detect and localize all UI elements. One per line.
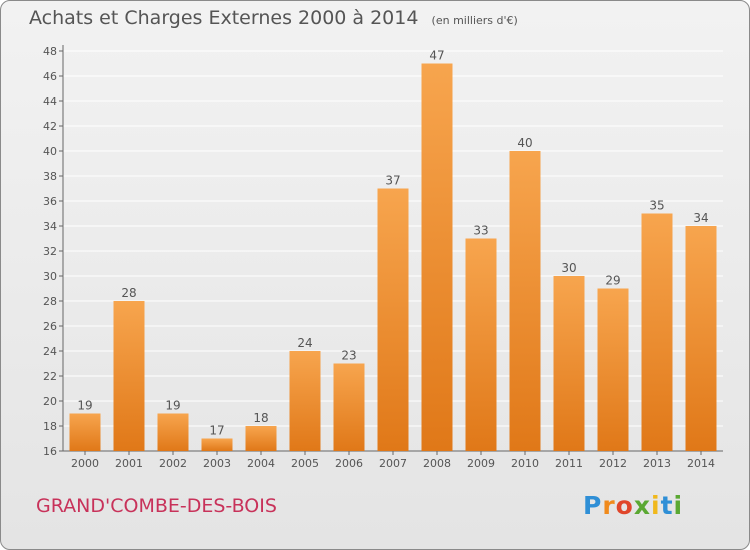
bar-2013 <box>641 213 673 451</box>
bar-2003 <box>201 438 233 451</box>
value-label: 30 <box>561 261 576 275</box>
bar-2002 <box>157 413 189 451</box>
brand-letter: t <box>660 491 674 520</box>
brand-logo: Proxiti <box>583 491 683 520</box>
y-tick-label: 24 <box>43 345 57 358</box>
bar-2005 <box>289 351 321 451</box>
x-tick-label: 2010 <box>511 457 539 470</box>
x-tick-label: 2013 <box>643 457 671 470</box>
bar-2008 <box>421 63 453 451</box>
value-label: 47 <box>429 49 444 63</box>
bar-2010 <box>509 151 541 451</box>
y-tick-label: 34 <box>43 220 57 233</box>
bar-2001 <box>113 301 145 451</box>
y-tick-label: 42 <box>43 120 57 133</box>
bar-2009 <box>465 238 497 451</box>
value-label: 40 <box>517 136 532 150</box>
brand-letter: o <box>615 491 634 520</box>
bar-2007 <box>377 188 409 451</box>
brand-letter: x <box>633 491 651 520</box>
chart-title-text: Achats et Charges Externes 2000 à 2014 <box>29 7 419 29</box>
y-tick-label: 16 <box>43 445 57 458</box>
y-tick-label: 44 <box>43 95 57 108</box>
brand-letter: i <box>673 491 684 520</box>
y-tick-label: 32 <box>43 245 57 258</box>
x-tick-label: 2003 <box>203 457 231 470</box>
value-label: 17 <box>209 424 224 438</box>
value-label: 23 <box>341 349 356 363</box>
x-tick-label: 2004 <box>247 457 275 470</box>
labels: 16 18 20 22 24 26 28 30 32 34 36 38 40 42 44 46 48 19 2000… <box>43 45 715 470</box>
value-label: 28 <box>121 286 136 300</box>
bar-2011 <box>553 276 585 451</box>
value-label: 19 <box>77 399 92 413</box>
chart-subtitle: (en milliers d'€) <box>431 14 518 27</box>
value-label: 33 <box>473 224 488 238</box>
x-tick-label: 2012 <box>599 457 627 470</box>
value-label: 19 <box>165 399 180 413</box>
x-tick-label: 2009 <box>467 457 495 470</box>
bar-2006 <box>333 363 365 451</box>
x-tick-label: 2005 <box>291 457 319 470</box>
x-tick-label: 2007 <box>379 457 407 470</box>
y-tick-label: 30 <box>43 270 57 283</box>
y-tick-label: 38 <box>43 170 57 183</box>
x-tick-label: 2014 <box>687 457 715 470</box>
x-tick-label: 2002 <box>159 457 187 470</box>
bars <box>69 63 717 451</box>
x-tick-label: 2008 <box>423 457 451 470</box>
y-tick-label: 36 <box>43 195 57 208</box>
y-tick-label: 48 <box>43 45 57 58</box>
y-tick-label: 20 <box>43 395 57 408</box>
x-tick-label: 2001 <box>115 457 143 470</box>
value-label: 18 <box>253 411 268 425</box>
value-label: 34 <box>693 211 708 225</box>
value-label: 29 <box>605 274 620 288</box>
value-label: 24 <box>297 336 312 350</box>
y-tick-label: 22 <box>43 370 57 383</box>
y-tick-label: 40 <box>43 145 57 158</box>
x-tick-label: 2000 <box>71 457 99 470</box>
value-label: 37 <box>385 174 400 188</box>
chart-title: Achats et Charges Externes 2000 à 2014 (… <box>29 7 518 29</box>
value-label: 35 <box>649 199 664 213</box>
y-tick-label: 46 <box>43 70 57 83</box>
bar-2014 <box>685 226 717 451</box>
municipality-name: GRAND'COMBE-DES-BOIS <box>36 495 277 517</box>
x-tick-label: 2006 <box>335 457 363 470</box>
bar-2004 <box>245 426 277 451</box>
bar-2000 <box>69 413 101 451</box>
brand-letter: r <box>602 491 616 520</box>
brand-letter: i <box>651 491 661 520</box>
brand-letter: P <box>583 491 603 520</box>
y-tick-label: 28 <box>43 295 57 308</box>
x-tick-label: 2011 <box>555 457 583 470</box>
y-tick-label: 18 <box>43 420 57 433</box>
y-tick-label: 26 <box>43 320 57 333</box>
bar-2012 <box>597 288 629 451</box>
